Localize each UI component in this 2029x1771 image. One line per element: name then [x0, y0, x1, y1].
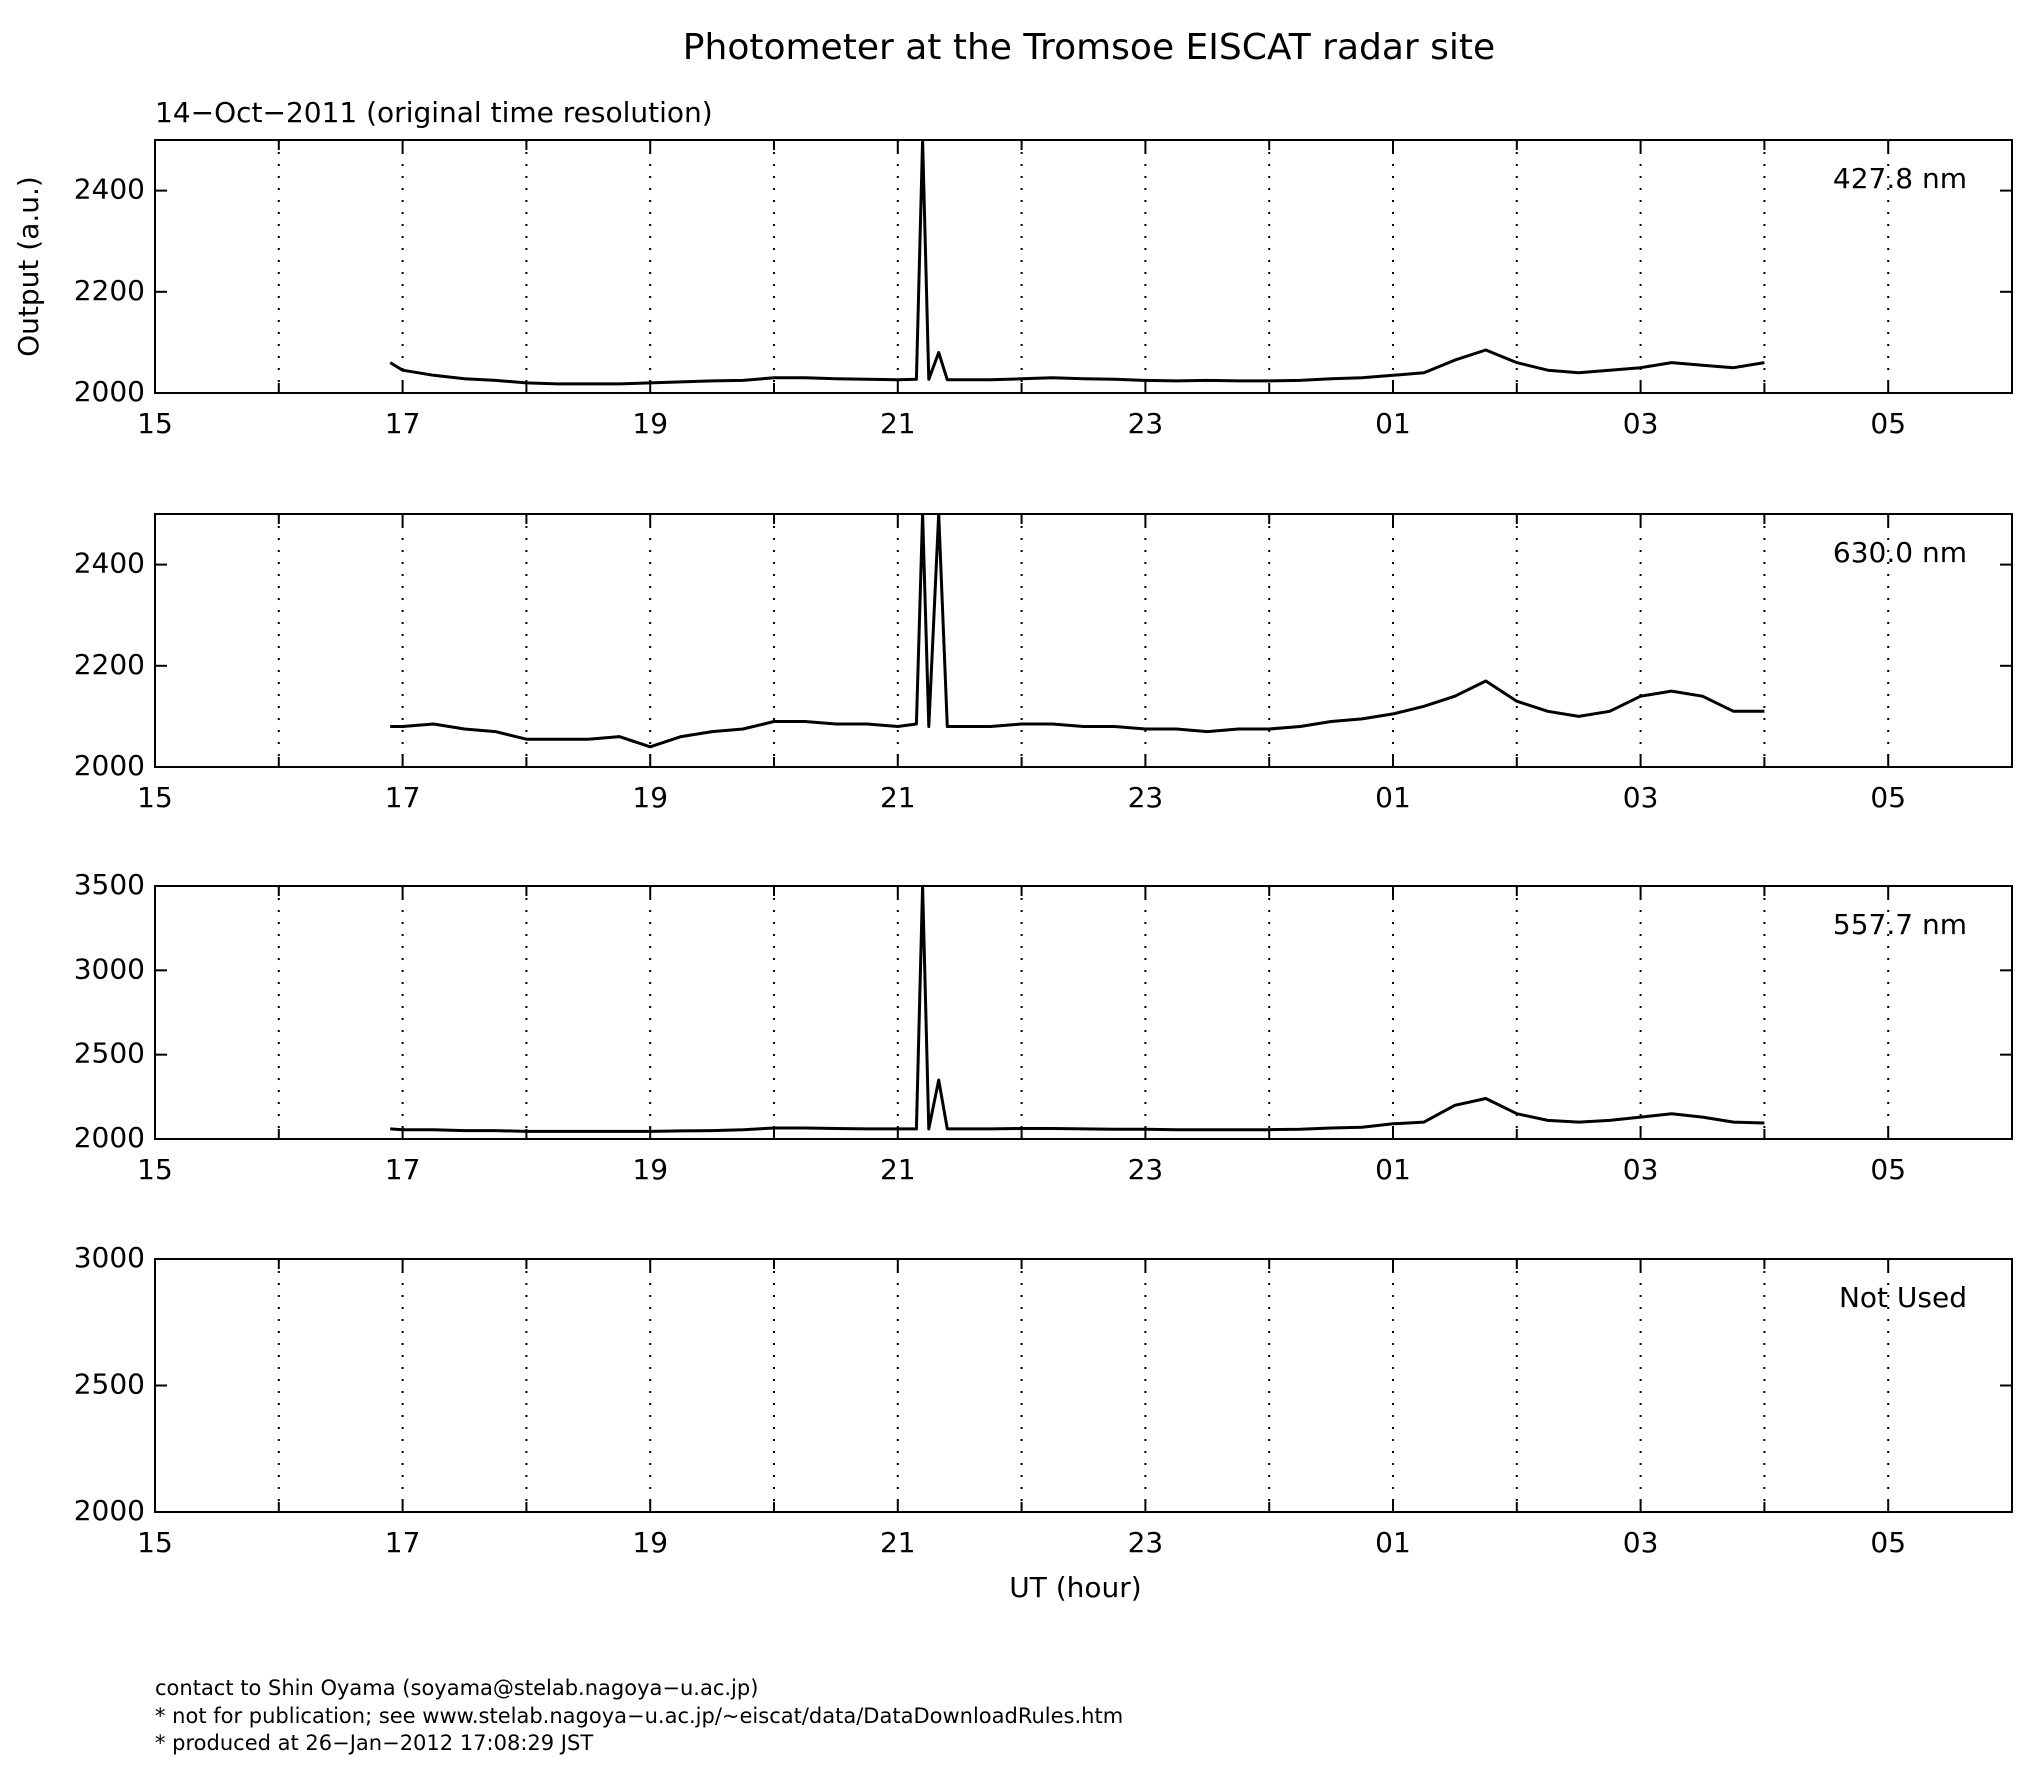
x-tick-label: 05: [1870, 781, 1906, 814]
data-line: [390, 886, 1765, 1133]
x-tick-label: 01: [1375, 1153, 1411, 1186]
x-tick-label: 23: [1128, 1526, 1164, 1559]
x-tick-label: 17: [385, 1526, 421, 1559]
y-tick-label: 2000: [74, 1494, 145, 1527]
x-tick-label: 21: [880, 781, 916, 814]
data-line: [389, 140, 1765, 386]
panel-label: 630.0 nm: [1833, 536, 1967, 569]
x-tick-label: 03: [1623, 407, 1659, 440]
x-tick-label: 21: [880, 1153, 916, 1186]
footer-line: contact to Shin Oyama (soyama@stelab.nag…: [155, 1676, 758, 1700]
x-tick-label: 23: [1128, 1153, 1164, 1186]
y-tick-label: 3000: [74, 1241, 145, 1274]
x-tick-label: 15: [137, 407, 173, 440]
plot-frame: [154, 1258, 2013, 1513]
x-tick-label: 15: [137, 1153, 173, 1186]
y-tick-label: 2200: [74, 274, 145, 307]
y-tick-label: 2200: [74, 648, 145, 681]
x-tick-label: 19: [632, 1153, 668, 1186]
x-tick-label: 01: [1375, 781, 1411, 814]
y-tick-label: 2400: [74, 173, 145, 206]
x-tick-label: 19: [632, 1526, 668, 1559]
y-tick-label: 2500: [74, 1368, 145, 1401]
x-tick-label: 05: [1870, 407, 1906, 440]
figure-title: Photometer at the Tromsoe EISCAT radar s…: [683, 27, 1495, 68]
plot-frame: [154, 139, 2013, 394]
x-tick-label: 15: [137, 1526, 173, 1559]
x-tick-label: 17: [385, 1153, 421, 1186]
plot-frame: [154, 513, 2013, 768]
y-tick-label: 2000: [74, 1121, 145, 1154]
x-tick-label: 03: [1623, 1153, 1659, 1186]
x-tick-label: 19: [632, 781, 668, 814]
x-tick-label: 21: [880, 407, 916, 440]
data-line: [390, 514, 1765, 749]
y-axis-label: Output (a.u.): [12, 176, 45, 357]
x-tick-label: 23: [1128, 407, 1164, 440]
y-tick-label: 3500: [74, 868, 145, 901]
plot-frame: [154, 885, 2013, 1140]
x-tick-label: 17: [385, 407, 421, 440]
x-tick-label: 23: [1128, 781, 1164, 814]
x-tick-label: 01: [1375, 407, 1411, 440]
x-tick-label: 01: [1375, 1526, 1411, 1559]
y-tick-label: 2400: [74, 547, 145, 580]
x-tick-label: 05: [1870, 1526, 1906, 1559]
x-tick-label: 15: [137, 781, 173, 814]
y-tick-label: 3000: [74, 952, 145, 985]
x-tick-label: 03: [1623, 781, 1659, 814]
x-axis-label: UT (hour): [1009, 1571, 1141, 1604]
y-tick-label: 2000: [74, 749, 145, 782]
subtitle: 14−Oct−2011 (original time resolution): [155, 96, 713, 129]
x-tick-label: 17: [385, 781, 421, 814]
y-tick-label: 2500: [74, 1037, 145, 1070]
x-tick-label: 21: [880, 1526, 916, 1559]
footer-line: * produced at 26−Jan−2012 17:08:29 JST: [155, 1731, 593, 1755]
x-tick-label: 03: [1623, 1526, 1659, 1559]
panel-label: 557.7 nm: [1833, 908, 1967, 941]
panel-label: 427.8 nm: [1833, 162, 1967, 195]
panel-label: Not Used: [1839, 1281, 1967, 1314]
y-tick-label: 2000: [74, 375, 145, 408]
footer-line: * not for publication; see www.stelab.na…: [155, 1704, 1123, 1728]
x-tick-label: 05: [1870, 1153, 1906, 1186]
x-tick-label: 19: [632, 407, 668, 440]
